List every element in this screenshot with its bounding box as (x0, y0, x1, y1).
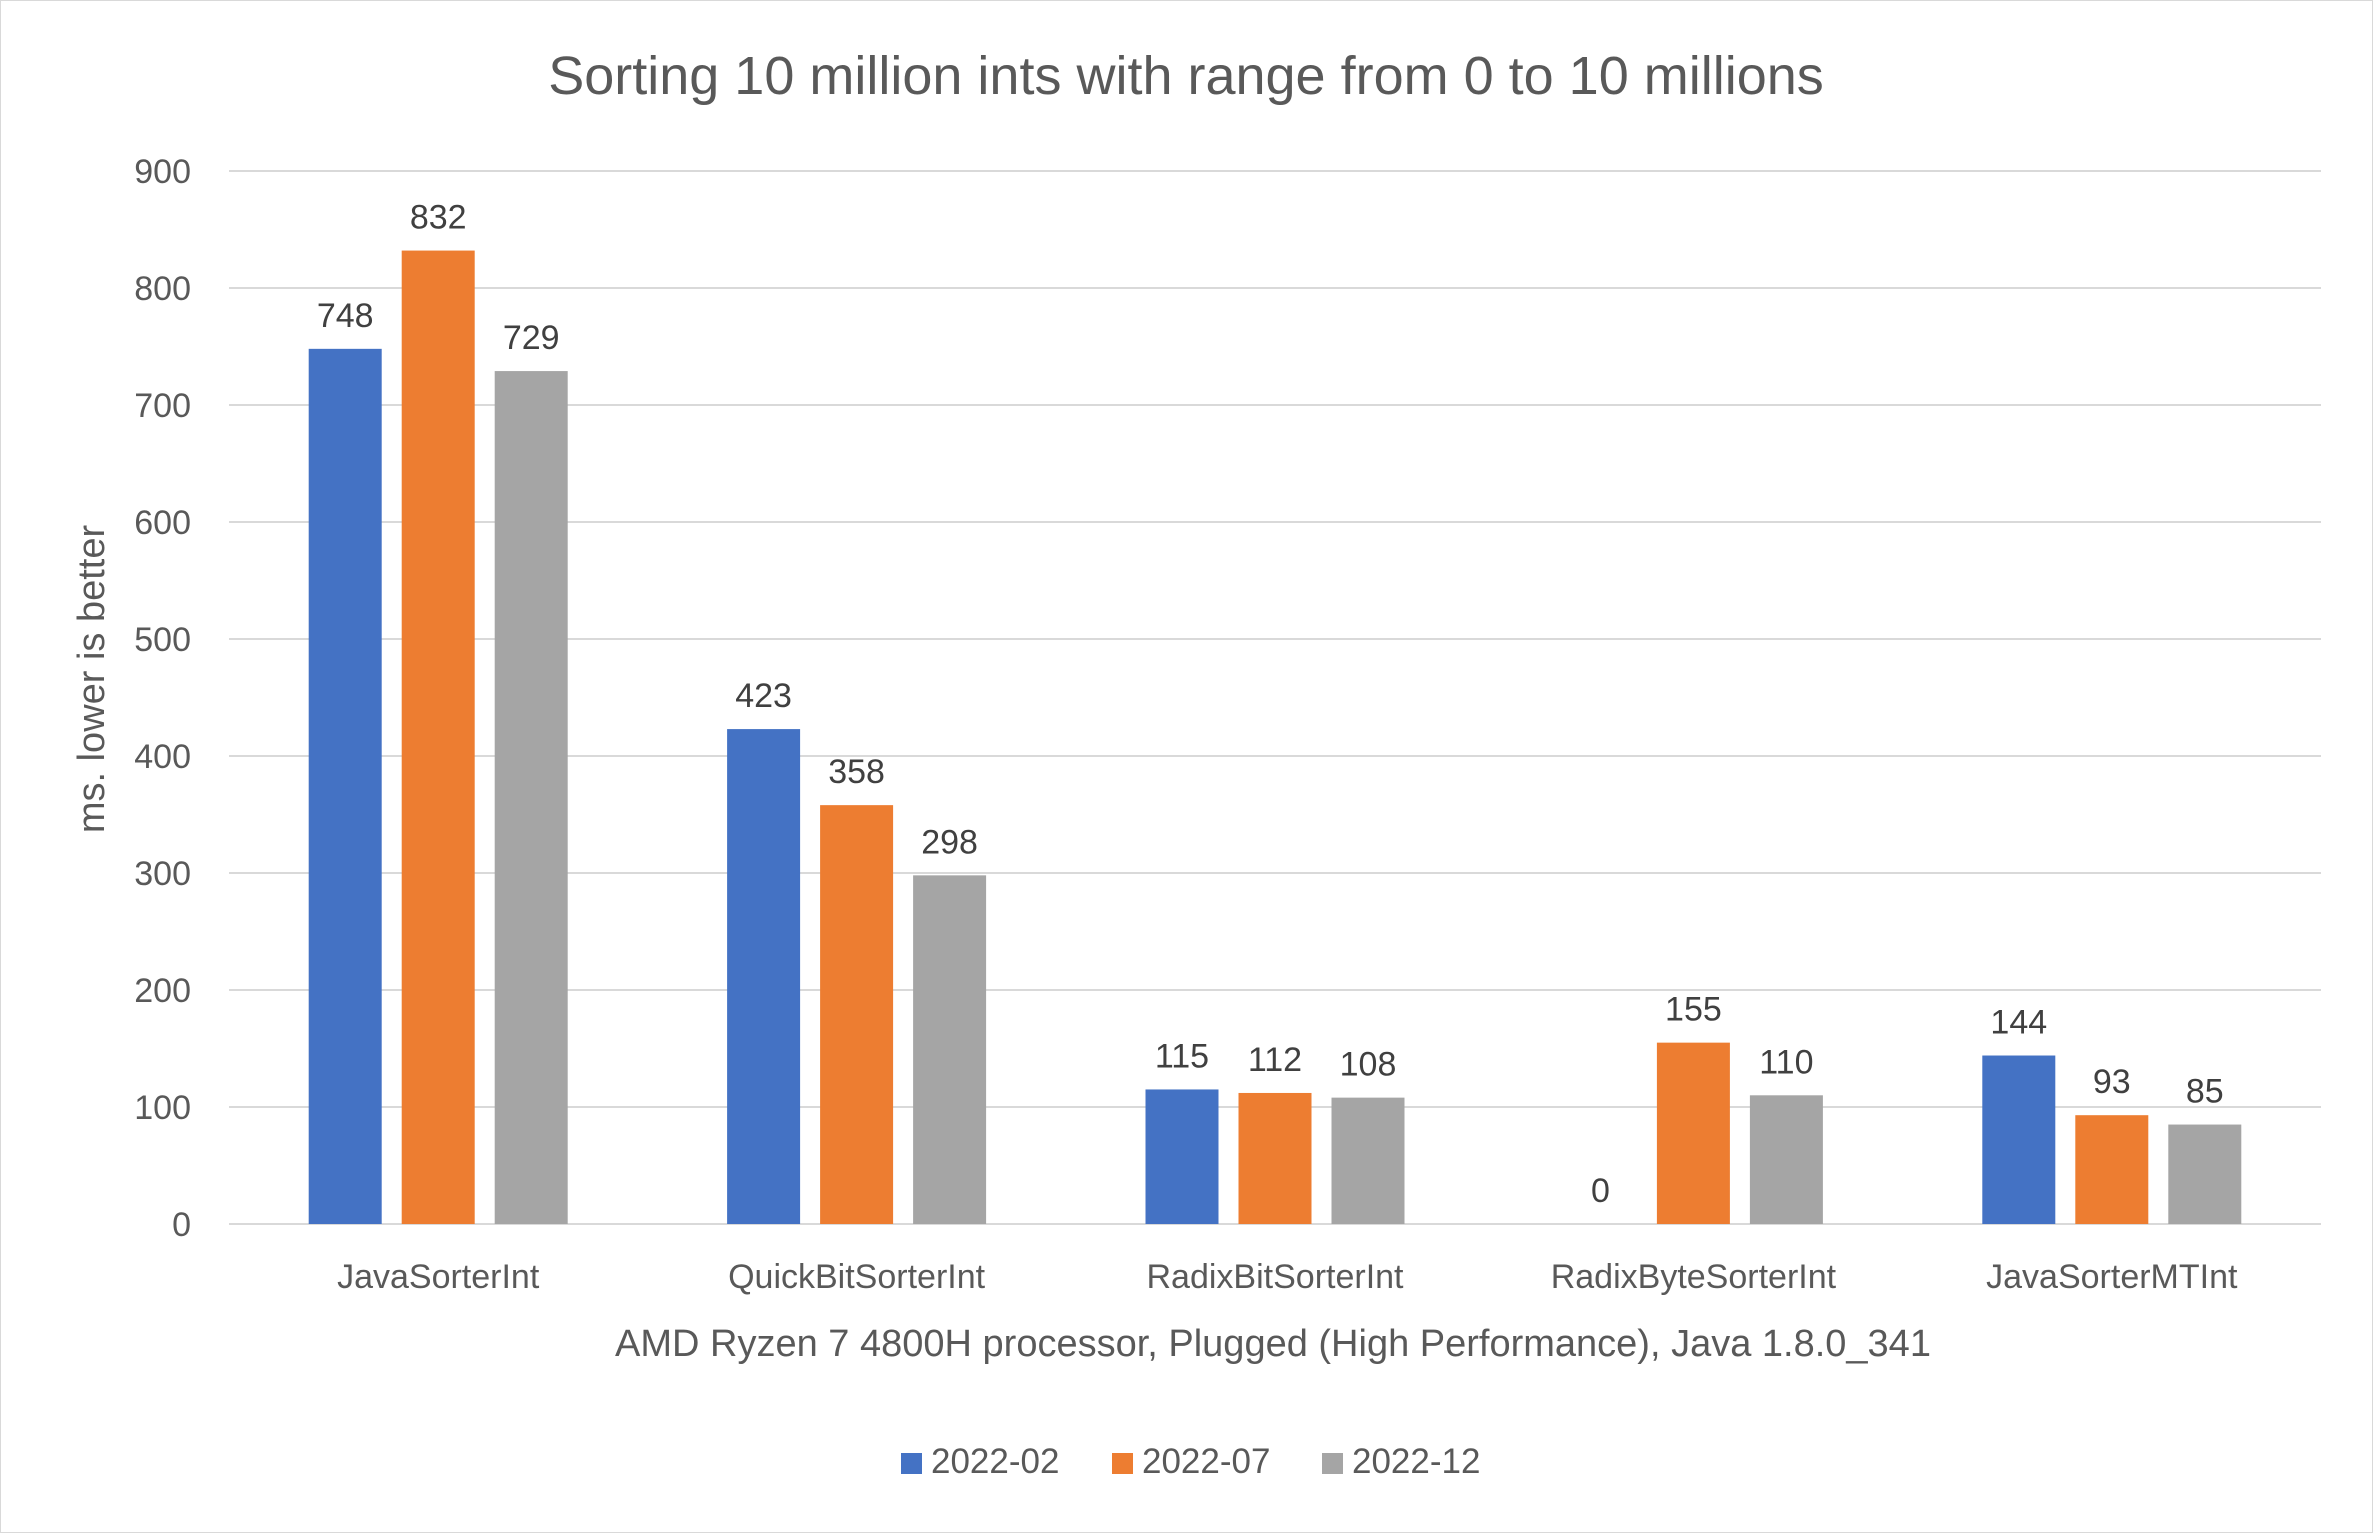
legend-label: 2022-02 (931, 1442, 1059, 1481)
x-axis-categories: JavaSorterInt QuickBitSorterInt RadixBitSo… (337, 1258, 2238, 1296)
bar (727, 729, 801, 1224)
bar (494, 371, 568, 1224)
data-label: 298 (921, 823, 978, 861)
data-label: 0 (1591, 1172, 1610, 1210)
data-label: 85 (2186, 1073, 2224, 1111)
data-label: 748 (317, 297, 374, 335)
bar (308, 348, 382, 1225)
bar (1749, 1095, 1823, 1224)
x-category-label: RadixByteSorterInt (1551, 1258, 1837, 1296)
bar (1656, 1042, 1730, 1224)
x-axis-title: AMD Ryzen 7 4800H processor, Plugged (Hi… (615, 1323, 1931, 1365)
bar (1982, 1055, 2056, 1224)
y-tick-label: 700 (134, 387, 191, 425)
y-tick-label: 400 (134, 738, 191, 776)
legend-label: 2022-07 (1142, 1442, 1270, 1481)
data-labels: 748 832 729 423 358 298 115 112 108 0 155 110 144 93 8… (317, 199, 2224, 1210)
y-axis-ticks: 0 100 200 300 400 500 600 700 800 900 (134, 153, 191, 1244)
data-label: 115 (1155, 1037, 1209, 1075)
legend-swatch (901, 1453, 922, 1474)
bar (401, 250, 475, 1224)
x-category-label: QuickBitSorterInt (728, 1258, 986, 1296)
bar (1331, 1097, 1405, 1224)
y-tick-label: 200 (134, 972, 191, 1010)
y-tick-label: 0 (172, 1206, 191, 1244)
data-label: 358 (828, 753, 885, 791)
bars (308, 250, 2242, 1225)
data-label: 93 (2093, 1063, 2131, 1101)
bar (820, 805, 894, 1224)
bar (913, 875, 987, 1224)
bar (1238, 1092, 1312, 1224)
data-label: 832 (410, 199, 467, 237)
y-tick-label: 800 (134, 270, 191, 308)
data-label: 110 (1759, 1043, 1813, 1081)
bar (1145, 1089, 1219, 1224)
y-tick-label: 100 (134, 1089, 191, 1127)
legend-label: 2022-12 (1352, 1442, 1480, 1481)
legend: 2022-02 2022-07 2022-12 (901, 1442, 1480, 1481)
data-label: 108 (1340, 1046, 1397, 1084)
y-tick-label: 900 (134, 153, 191, 191)
chart-title: Sorting 10 million ints with range from … (548, 46, 1824, 106)
bar (2168, 1124, 2242, 1224)
y-tick-label: 600 (134, 504, 191, 542)
gridlines (229, 170, 2321, 1225)
y-tick-label: 300 (134, 855, 191, 893)
y-tick-label: 500 (134, 621, 191, 659)
bar (2075, 1115, 2149, 1224)
data-label: 729 (503, 319, 560, 357)
legend-swatch (1322, 1453, 1343, 1474)
y-axis-title: ms. lower is better (71, 525, 113, 834)
x-category-label: JavaSorterMTInt (1986, 1258, 2238, 1296)
x-category-label: JavaSorterInt (337, 1258, 540, 1296)
x-category-label: RadixBitSorterInt (1147, 1258, 1405, 1296)
legend-swatch (1112, 1453, 1133, 1474)
data-label: 155 (1665, 991, 1722, 1029)
data-label: 423 (735, 677, 792, 715)
data-label: 112 (1248, 1041, 1302, 1079)
data-label: 144 (1990, 1004, 2047, 1042)
